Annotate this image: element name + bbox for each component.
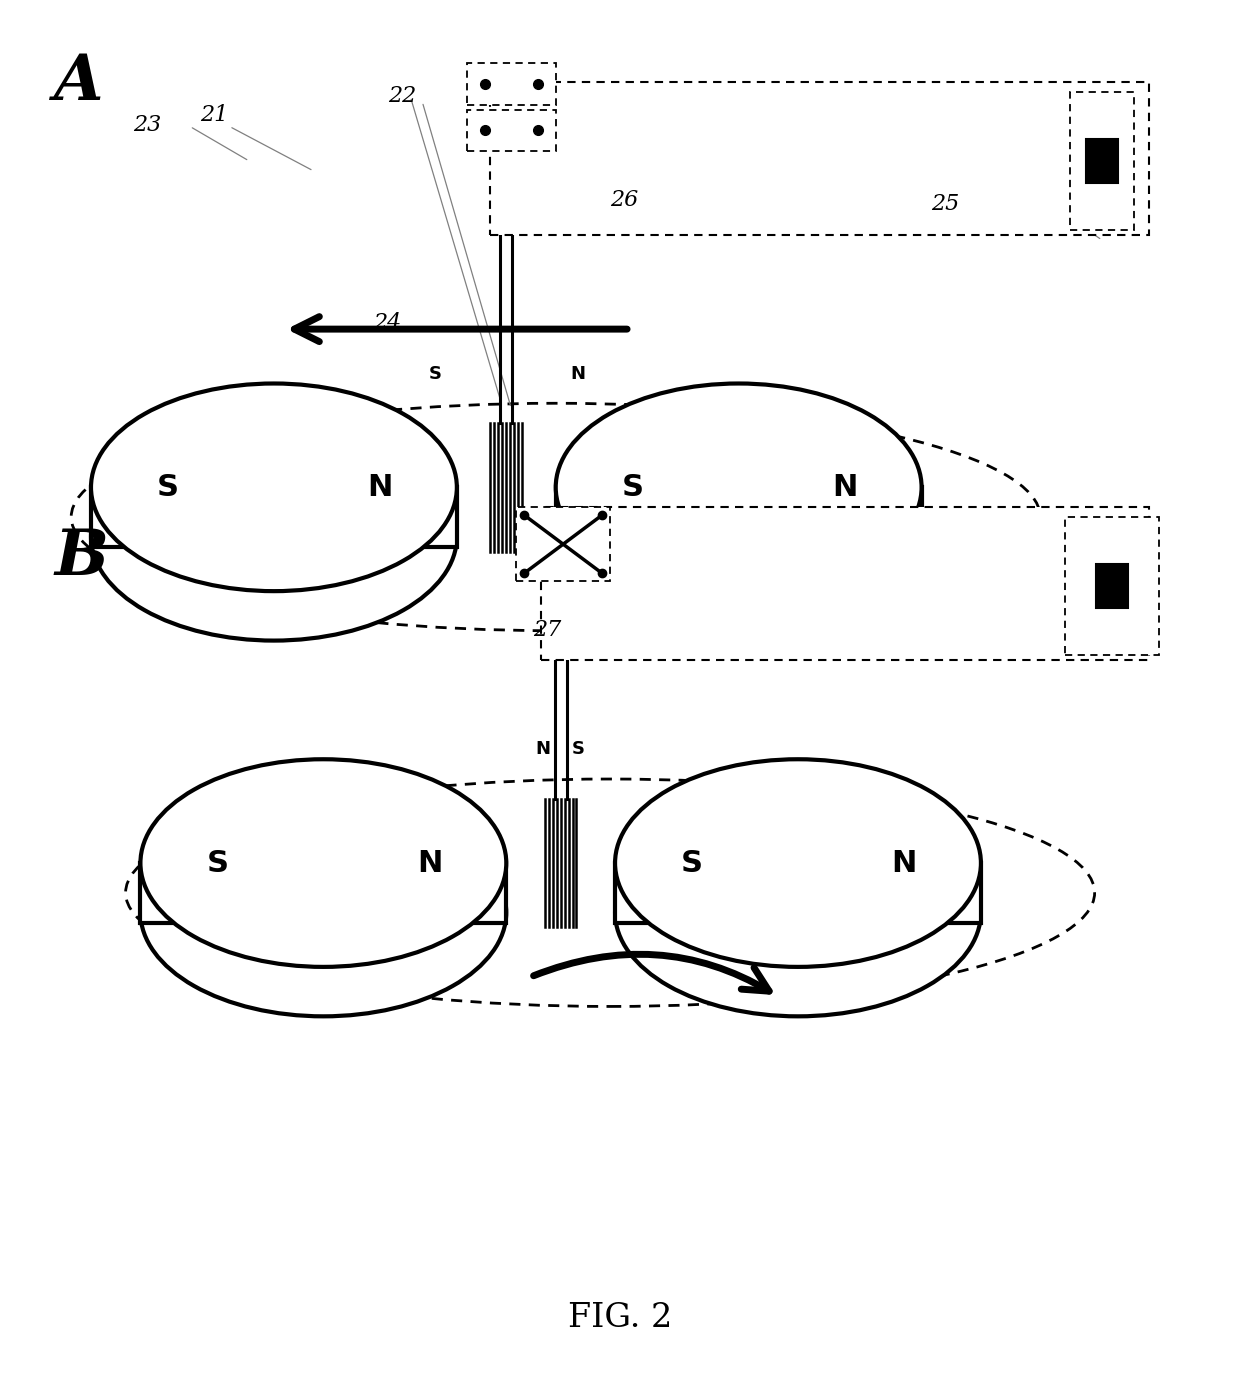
FancyBboxPatch shape bbox=[556, 488, 921, 547]
Ellipse shape bbox=[556, 434, 921, 641]
FancyBboxPatch shape bbox=[140, 863, 506, 922]
Text: 21: 21 bbox=[200, 104, 228, 126]
FancyBboxPatch shape bbox=[466, 109, 556, 151]
FancyBboxPatch shape bbox=[1065, 517, 1159, 655]
FancyBboxPatch shape bbox=[516, 507, 610, 582]
Text: N: N bbox=[417, 849, 443, 878]
Text: 26: 26 bbox=[610, 188, 639, 211]
Text: 25: 25 bbox=[931, 194, 960, 216]
FancyBboxPatch shape bbox=[91, 488, 456, 547]
Text: 23: 23 bbox=[134, 115, 161, 136]
Ellipse shape bbox=[91, 434, 456, 641]
Text: FIG. 2: FIG. 2 bbox=[568, 1302, 672, 1334]
Ellipse shape bbox=[556, 384, 921, 591]
Text: N: N bbox=[892, 849, 916, 878]
Text: A: A bbox=[55, 53, 104, 114]
FancyBboxPatch shape bbox=[1096, 564, 1127, 608]
Text: 24: 24 bbox=[373, 312, 401, 334]
FancyBboxPatch shape bbox=[1086, 138, 1118, 183]
FancyBboxPatch shape bbox=[466, 64, 556, 105]
Ellipse shape bbox=[140, 759, 506, 967]
FancyBboxPatch shape bbox=[615, 863, 981, 922]
FancyBboxPatch shape bbox=[1070, 91, 1135, 230]
Text: N: N bbox=[832, 472, 857, 501]
Text: S: S bbox=[681, 849, 703, 878]
Text: N: N bbox=[536, 741, 551, 759]
Text: 22: 22 bbox=[388, 84, 415, 107]
Ellipse shape bbox=[615, 809, 981, 1017]
Text: S: S bbox=[572, 741, 585, 759]
Ellipse shape bbox=[615, 759, 981, 967]
Text: S: S bbox=[156, 472, 179, 501]
Text: N: N bbox=[367, 472, 393, 501]
Text: B: B bbox=[55, 526, 108, 589]
Text: N: N bbox=[570, 364, 585, 382]
Ellipse shape bbox=[91, 384, 456, 591]
Text: S: S bbox=[621, 472, 644, 501]
FancyBboxPatch shape bbox=[491, 82, 1149, 235]
Text: 27: 27 bbox=[533, 619, 562, 641]
Text: S: S bbox=[429, 364, 441, 382]
Text: S: S bbox=[206, 849, 228, 878]
Ellipse shape bbox=[140, 809, 506, 1017]
FancyBboxPatch shape bbox=[541, 507, 1149, 661]
